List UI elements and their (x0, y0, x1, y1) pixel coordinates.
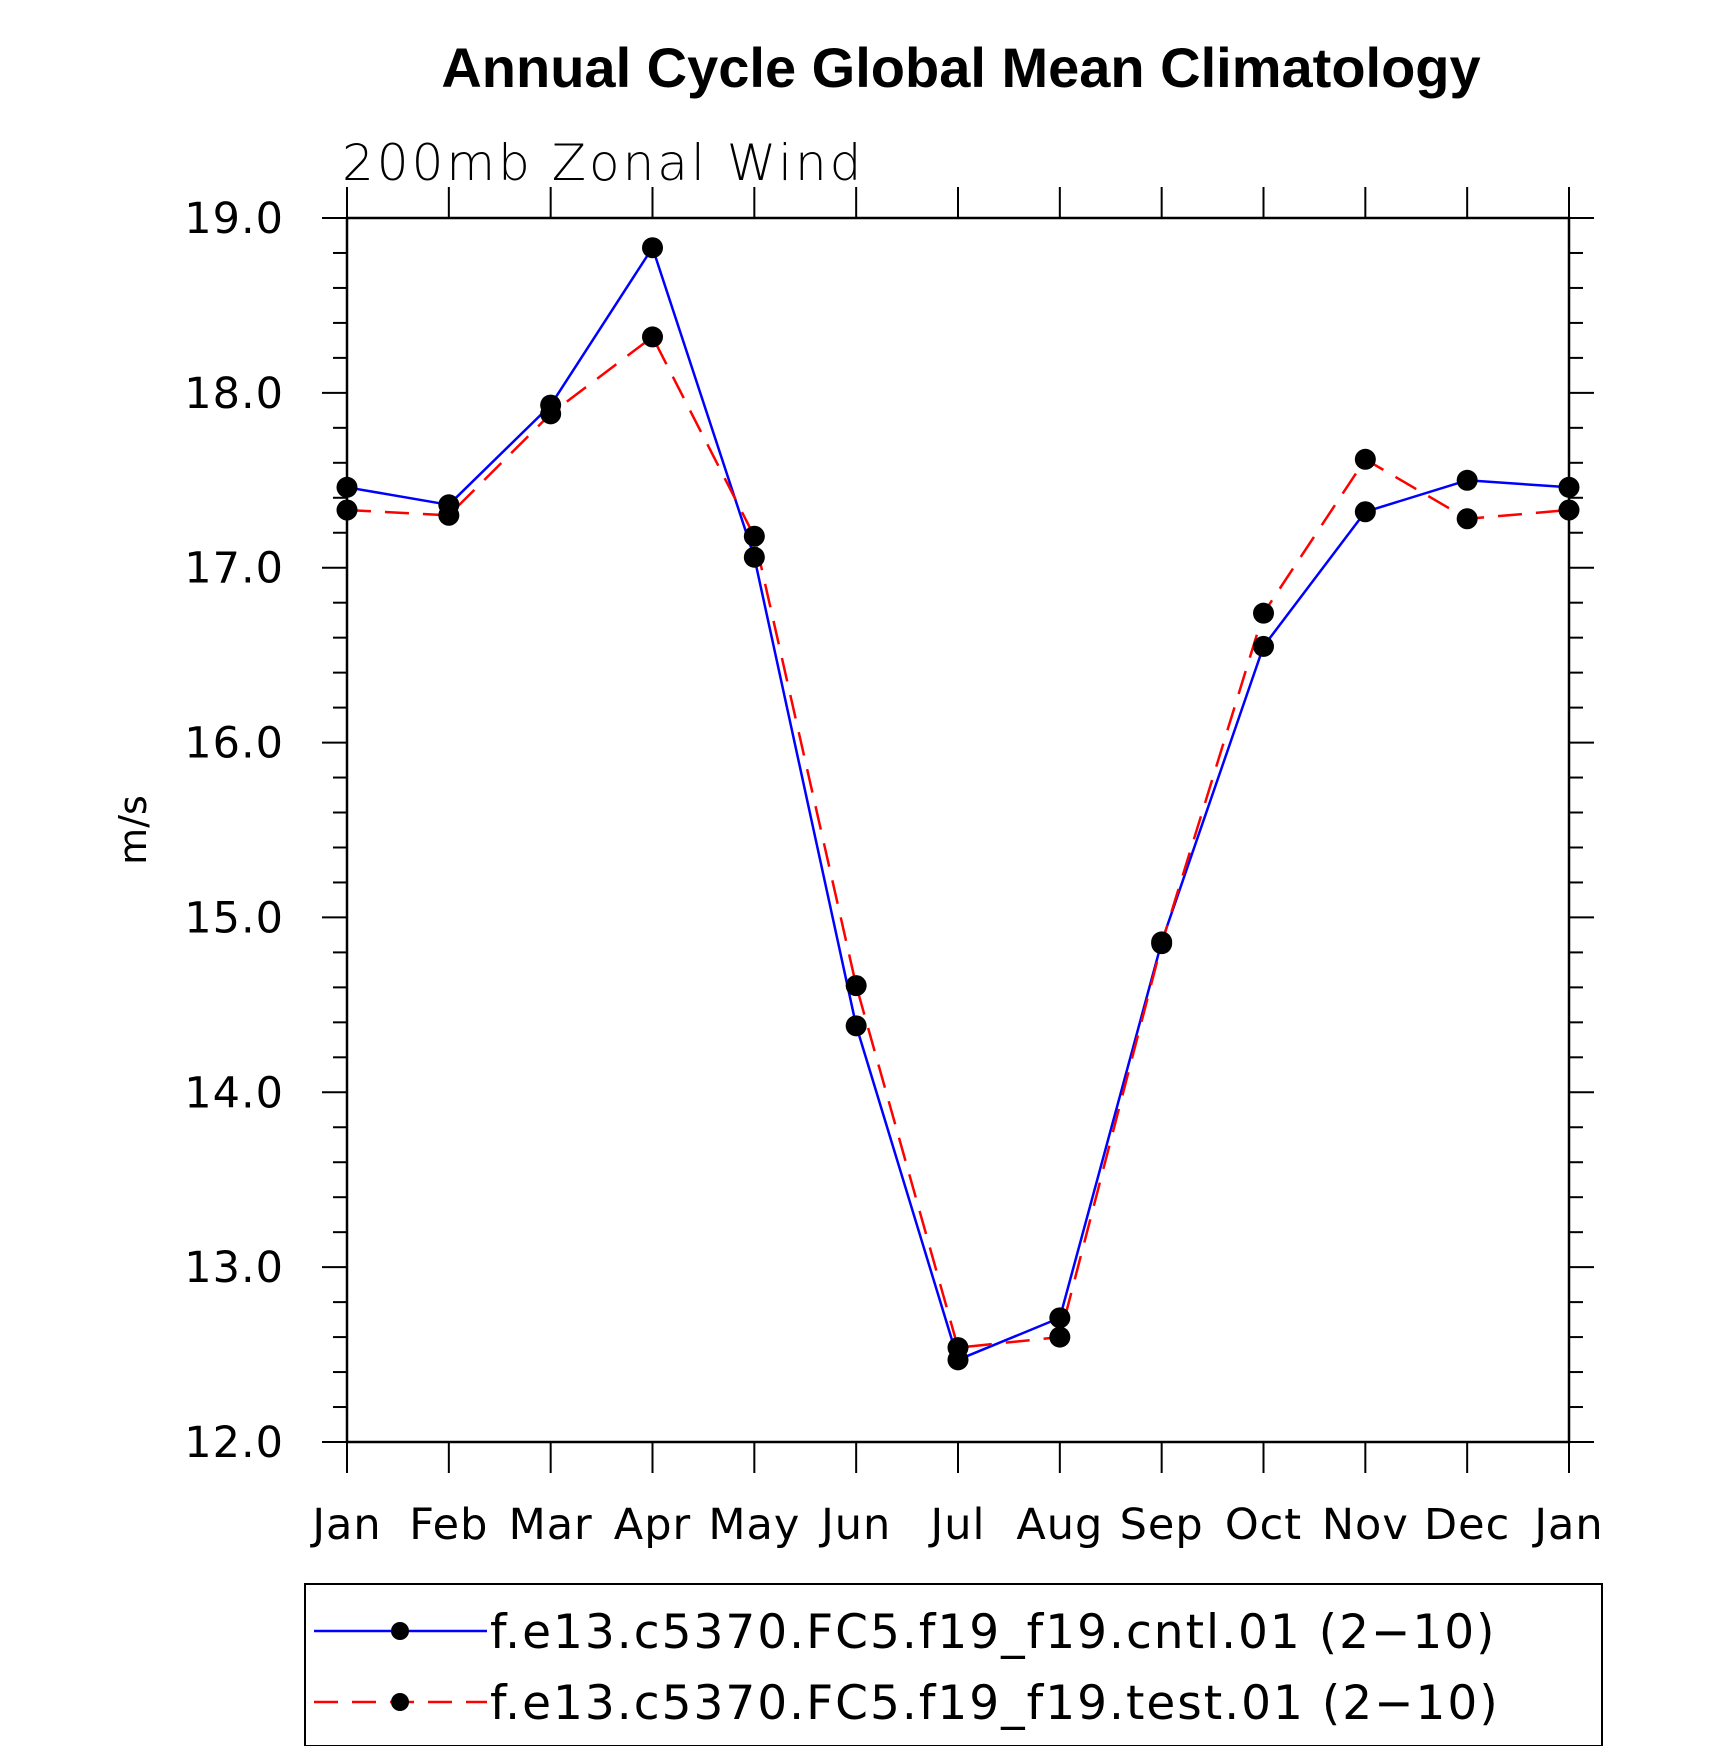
chart-subtitle: 200mb Zonal Wind (342, 134, 864, 192)
data-point-s1-4 (743, 525, 765, 547)
y-tick-label: 14.0 (184, 1068, 284, 1118)
data-point-s0-10 (1354, 501, 1376, 523)
plot-frame (345, 216, 1571, 1444)
x-tick-label: May (708, 1500, 800, 1550)
data-point-s1-1 (438, 504, 460, 526)
x-tick-label: Jun (818, 1500, 891, 1550)
data-point-s0-3 (642, 237, 663, 259)
y-tick-label: 12.0 (184, 1418, 284, 1468)
legend-box (304, 1583, 1603, 1746)
legend-swatch-marker-1 (391, 1693, 409, 1711)
x-tick-label: Jan (309, 1500, 381, 1550)
data-point-s1-6 (947, 1337, 969, 1359)
legend-label-0: f.e13.c5370.FC5.f19_f19.cntl.01 (2−10) (490, 1605, 1497, 1660)
chart-title: Annual Cycle Global Mean Climatology (441, 36, 1480, 99)
y-tick-label: 13.0 (184, 1243, 284, 1293)
y-tick-label: 17.0 (184, 544, 284, 594)
legend-swatch-marker-0 (391, 1622, 409, 1640)
legend-label-1: f.e13.c5370.FC5.f19_f19.test.01 (2−10) (490, 1676, 1500, 1731)
data-point-s1-9 (1253, 602, 1274, 624)
y-tick-label: 15.0 (184, 893, 284, 943)
data-point-s1-10 (1354, 448, 1376, 470)
series-line-1 (346, 335, 1570, 1349)
x-tick-label: Jul (928, 1500, 986, 1550)
data-point-s0-11 (1456, 469, 1478, 491)
data-point-s0-4 (743, 546, 765, 568)
y-tick-labels: 12.0 13.0 14.0 15.0 16.0 17.0 18.0 19.0 (184, 194, 284, 1468)
y-tick-label: 18.0 (184, 369, 284, 419)
axis-ticks (322, 187, 1594, 1473)
data-point-s1-11 (1456, 508, 1478, 530)
x-tick-label: Mar (509, 1500, 593, 1550)
data-point-s1-5 (845, 975, 867, 997)
x-tick-label: Jan (1531, 1500, 1603, 1550)
data-point-s1-7 (1049, 1326, 1071, 1348)
data-point-s0-5 (845, 1015, 867, 1037)
y-tick-label: 19.0 (184, 194, 284, 244)
y-tick-label: 16.0 (184, 719, 284, 769)
legend: f.e13.c5370.FC5.f19_f19.cntl.01 (2−10) f… (304, 1583, 1603, 1746)
x-tick-label: Apr (614, 1500, 691, 1550)
x-tick-label: Feb (409, 1500, 488, 1550)
x-tick-label: Nov (1322, 1500, 1409, 1550)
y-axis-label: m/s (111, 795, 155, 865)
data-point-s0-7 (1049, 1307, 1071, 1329)
x-tick-labels: Jan Feb Mar Apr May Jun Jul Aug Sep Oct Nov Dec Jan (309, 1500, 1603, 1550)
data-point-s1-2 (540, 403, 562, 425)
series-line-0 (346, 246, 1570, 1362)
x-tick-label: Sep (1120, 1500, 1204, 1550)
data-point-s1-8 (1151, 933, 1173, 955)
x-tick-label: Aug (1016, 1500, 1103, 1550)
data-point-s0-9 (1253, 635, 1274, 657)
x-tick-label: Dec (1424, 1500, 1510, 1550)
series-layer (336, 237, 1580, 1371)
x-tick-label: Oct (1225, 1500, 1302, 1550)
data-point-s1-3 (642, 326, 663, 348)
